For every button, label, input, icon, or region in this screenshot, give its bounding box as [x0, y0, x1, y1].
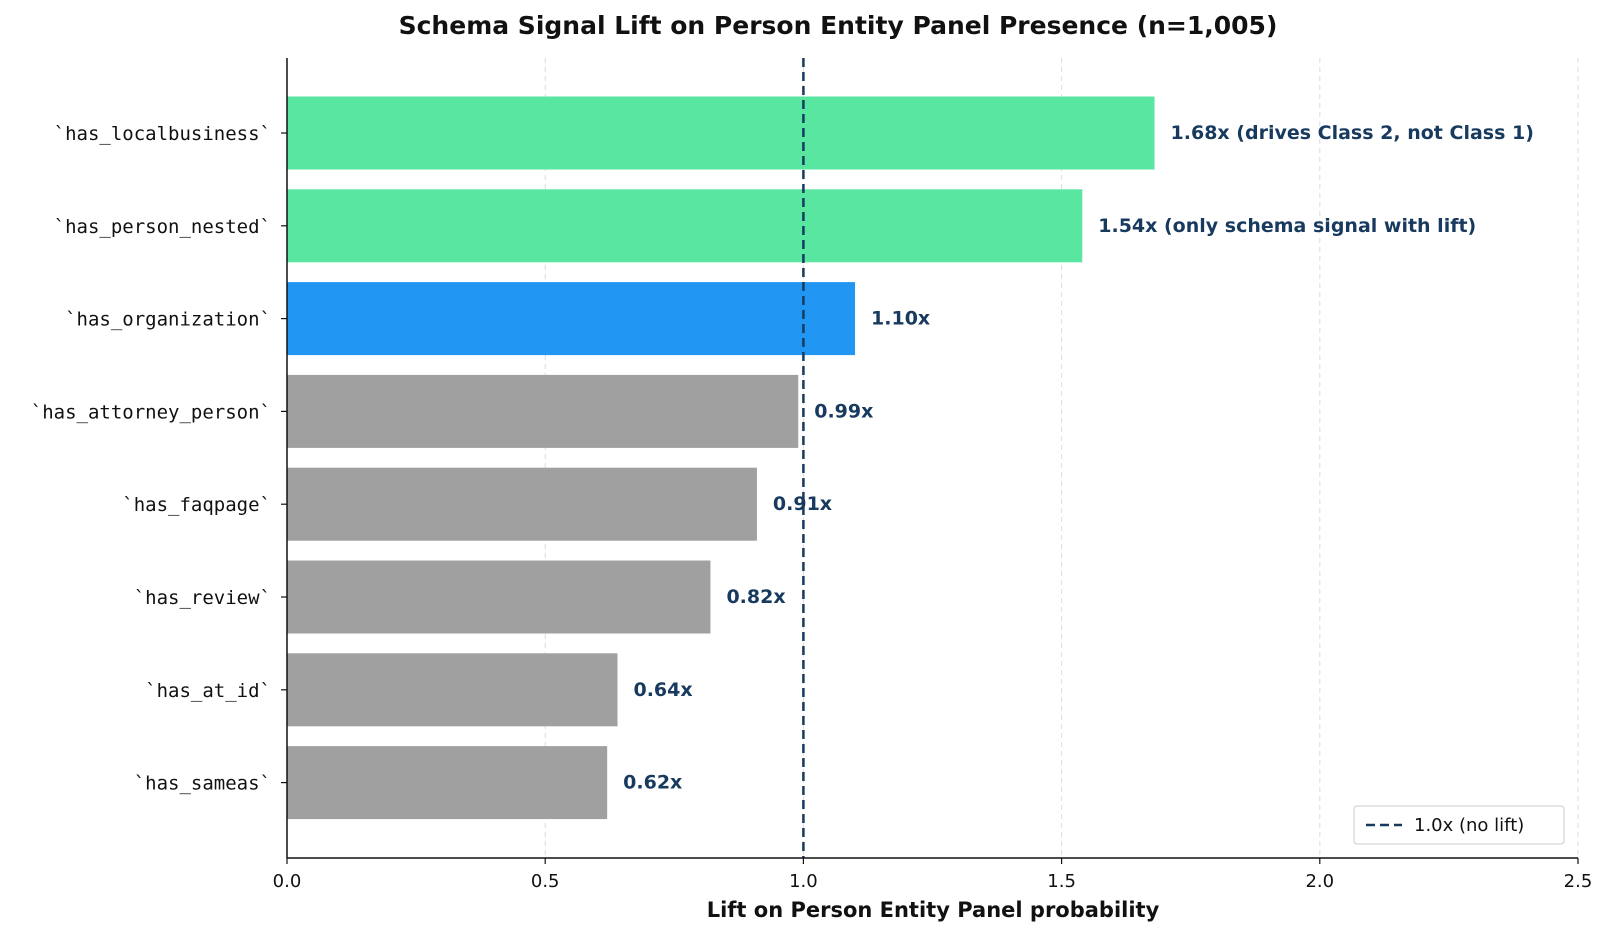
- bar: [287, 746, 608, 820]
- category-label: `has_review`: [134, 587, 271, 609]
- value-label: 1.54x (only schema signal with lift): [1098, 215, 1476, 237]
- bar: [287, 560, 711, 634]
- x-tick-label: 0.0: [273, 871, 302, 892]
- category-label: `has_faqpage`: [122, 494, 271, 516]
- legend: 1.0x (no lift): [1353, 805, 1565, 845]
- x-tick-label: 2.0: [1305, 871, 1334, 892]
- value-label: 1.68x (drives Class 2, not Class 1): [1171, 122, 1534, 144]
- x-tick-label: 1.5: [1047, 871, 1076, 892]
- axes: `has_localbusiness` `has_person_nested` `h…: [31, 58, 1593, 892]
- chart-title: Schema Signal Lift on Person Entity Pane…: [399, 11, 1278, 40]
- value-label: 0.82x: [726, 586, 785, 608]
- value-labels: 1.68x (drives Class 2, not Class 1) 1.54x…: [623, 122, 1534, 794]
- x-tick-label: 1.0: [789, 871, 818, 892]
- bar: [287, 189, 1083, 263]
- category-label: `has_organization`: [65, 309, 271, 331]
- bar: [287, 282, 856, 356]
- grid-lines: [544, 58, 1579, 858]
- value-label: 0.91x: [773, 493, 832, 515]
- x-tick-label: 0.5: [531, 871, 560, 892]
- legend-label: 1.0x (no lift): [1414, 815, 1524, 836]
- category-label: `has_at_id`: [145, 680, 271, 702]
- category-label: `has_person_nested`: [54, 216, 271, 238]
- x-axis-label: Lift on Person Entity Panel probability: [707, 898, 1160, 922]
- x-tick-label: 2.5: [1564, 871, 1593, 892]
- bar: [287, 96, 1155, 170]
- value-label: 0.62x: [623, 772, 682, 794]
- value-label: 0.99x: [814, 400, 873, 422]
- legend-box: [1353, 805, 1565, 845]
- bar: [287, 374, 799, 448]
- value-label: 1.10x: [871, 308, 930, 330]
- category-label: `has_sameas`: [134, 773, 271, 795]
- category-label: `has_localbusiness`: [54, 123, 271, 145]
- bar: [287, 467, 757, 541]
- bars: [287, 96, 1155, 820]
- category-label: `has_attorney_person`: [31, 401, 271, 423]
- value-label: 0.64x: [633, 679, 692, 701]
- bar: [287, 653, 618, 727]
